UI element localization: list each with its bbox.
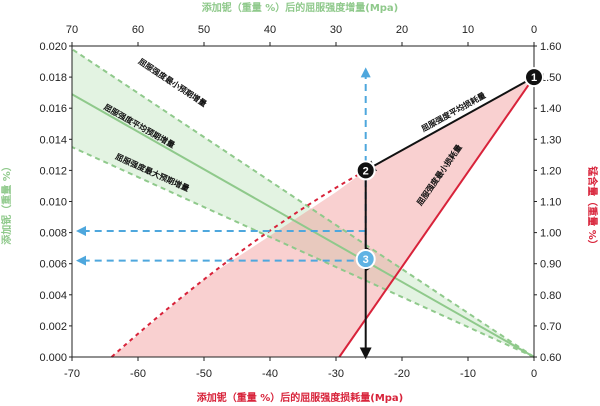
left-tick-label: 0.010 [39, 197, 67, 209]
left-axis-title: 添加铌（重量 %） [0, 161, 13, 245]
marker-2-circle [355, 160, 376, 181]
bottom-tick-label: -10 [460, 368, 476, 380]
right-tick-label: 1.40 [540, 103, 561, 115]
top-tick-label: 10 [462, 24, 474, 36]
axis-ticks: -70 -60 -50 -40 -30 -20 -10 0 70 60 50 40 30 20 10 0 0.0… [39, 24, 561, 380]
bottom-tick-label: -60 [130, 368, 146, 380]
right-tick-label: 0.70 [540, 321, 561, 333]
right-tick-label: 1.20 [540, 165, 561, 177]
left-tick-label: 0.020 [39, 41, 67, 53]
bottom-tick-label: -20 [394, 368, 410, 380]
series-line-1 [71, 48, 535, 358]
marker-3-label: 3 [363, 254, 369, 266]
right-tick-label: 1.50 [540, 72, 561, 84]
bottom-tick-label: -70 [64, 368, 80, 380]
top-tick-label: 20 [396, 24, 408, 36]
right-tick-label: 1.00 [540, 228, 561, 240]
bottom-tick-label: -30 [328, 368, 344, 380]
top-axis-title: 添加铌（重量 %）后的屈服强度增量(Mpa) [202, 1, 399, 14]
top-tick-label: 0 [531, 24, 537, 36]
series-line-0 [71, 93, 535, 358]
right-tick-label: 1.10 [540, 197, 561, 209]
top-tick-label: 30 [330, 24, 342, 36]
top-tick-label: 40 [264, 24, 276, 36]
right-tick-label: 0.90 [540, 259, 561, 271]
right-tick-label: 0.80 [540, 290, 561, 302]
top-tick-label: 50 [198, 24, 210, 36]
markers: 1 2 3 [355, 67, 544, 270]
left-tick-label: 0.016 [39, 103, 67, 115]
left-tick-label: 0.004 [39, 290, 67, 302]
series-line-3 [338, 76, 535, 358]
right-tick-label: 1.60 [540, 41, 561, 53]
right-tick-label: 1.30 [540, 134, 561, 146]
series-lines [71, 48, 535, 358]
series-line-5 [363, 76, 535, 172]
top-tick-label: 60 [132, 24, 144, 36]
left-tick-label: 0.018 [39, 72, 67, 84]
bottom-tick-label: -50 [196, 368, 212, 380]
marker-3-circle [355, 249, 376, 270]
left-tick-label: 0.014 [39, 134, 67, 146]
marker-2-label: 2 [363, 165, 369, 177]
marker-1-circle [524, 67, 544, 88]
right-tick-label: 0.60 [540, 352, 561, 364]
left-tick-label: 0.006 [39, 259, 67, 271]
top-tick-label: 70 [66, 24, 78, 36]
bottom-tick-label: -40 [262, 368, 278, 380]
right-axis-title: 锰含量（重量 %） [586, 166, 599, 250]
bottom-axis-title: 添加铌（重量 %）后的屈服强度损耗量(Mpa) [197, 391, 404, 404]
marker-1-label: 1 [531, 72, 537, 84]
bottom-tick-label: 0 [531, 368, 537, 380]
left-tick-label: 0.012 [39, 165, 67, 177]
left-tick-label: 0.002 [39, 321, 67, 333]
series-line-2 [71, 146, 535, 358]
left-tick-label: 0.008 [39, 228, 67, 240]
left-tick-label: 0.000 [39, 352, 67, 364]
